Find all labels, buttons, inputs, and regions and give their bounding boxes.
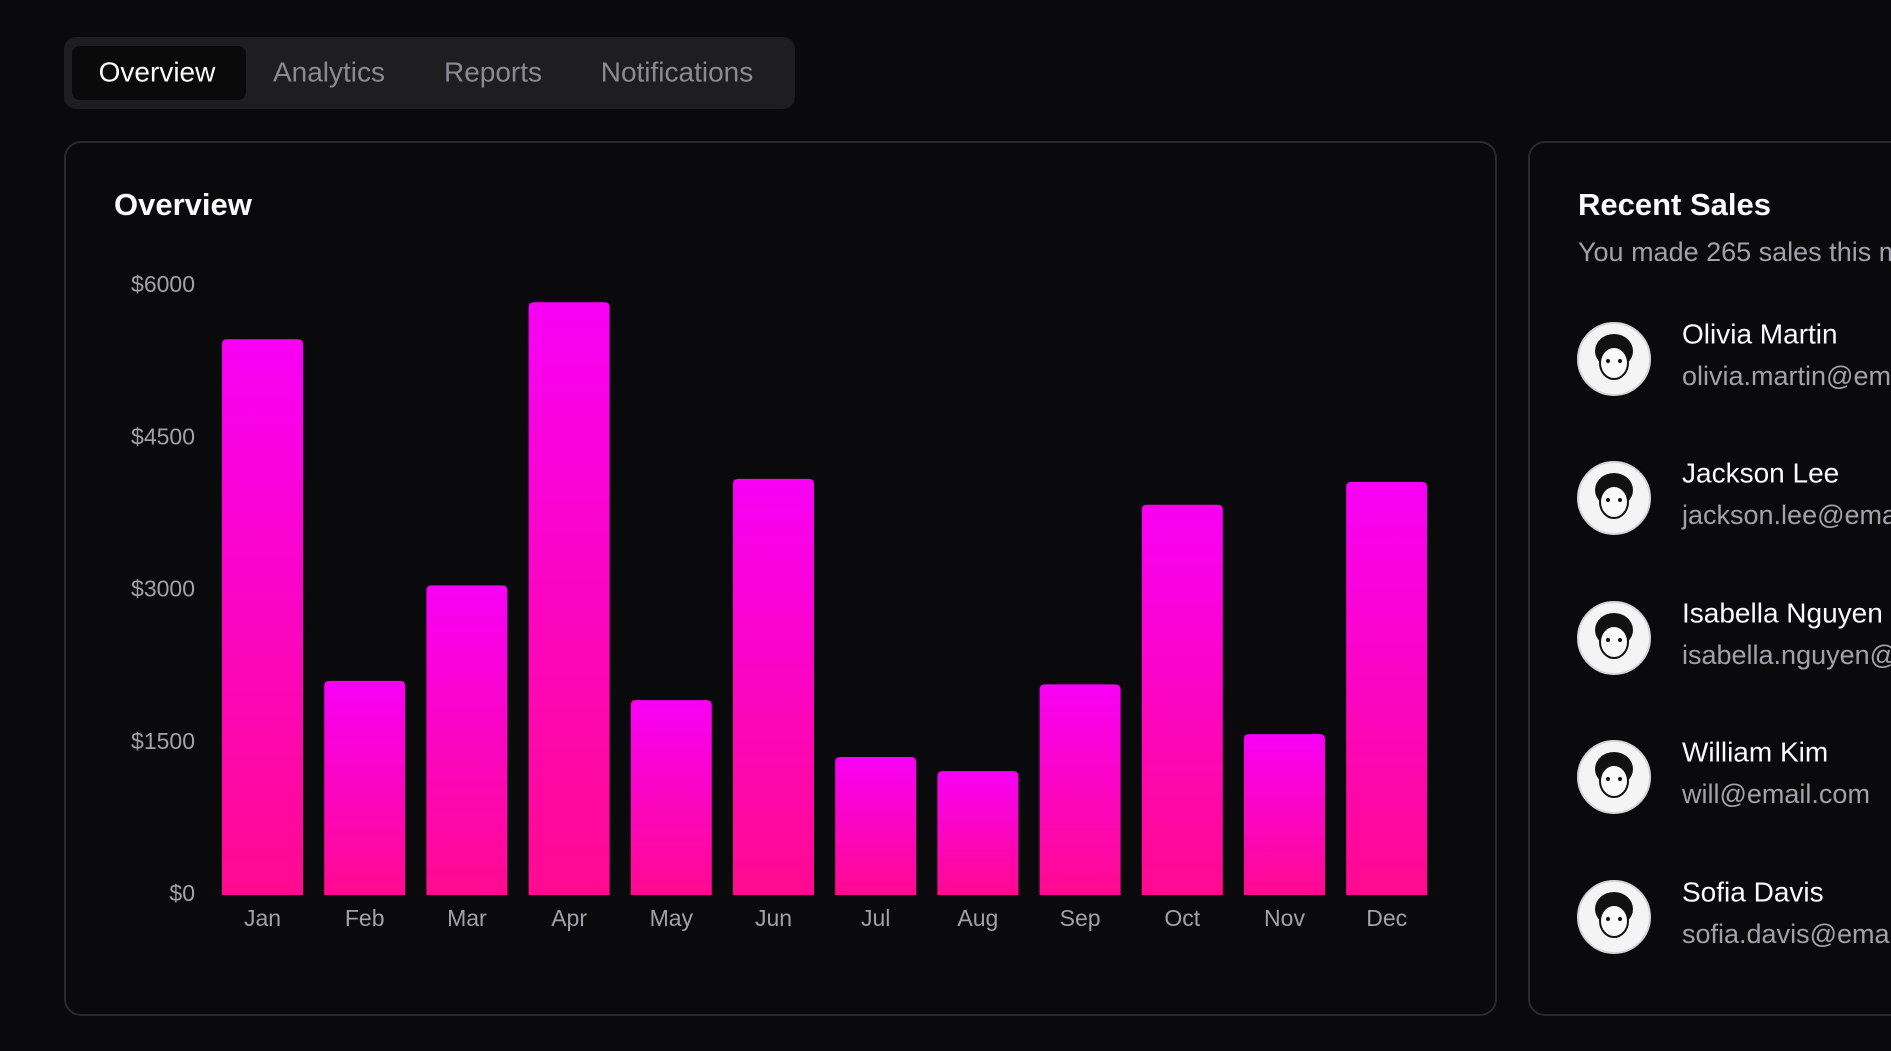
avatar-eye xyxy=(1606,498,1610,502)
x-tick-label: Apr xyxy=(551,905,587,931)
bar xyxy=(528,302,610,895)
x-tick-label: Jul xyxy=(861,905,890,931)
x-tick-label: Sep xyxy=(1060,905,1101,931)
x-tick-label: Oct xyxy=(1164,905,1200,931)
avatar xyxy=(1577,461,1651,535)
sale-name: Jackson Lee xyxy=(1682,457,1839,488)
sale-name: Olivia Martin xyxy=(1682,318,1838,349)
avatar-eye xyxy=(1606,359,1610,363)
avatar-eye xyxy=(1618,917,1622,921)
y-tick-label: $4500 xyxy=(131,423,195,449)
bar xyxy=(426,585,508,895)
x-tick-label: May xyxy=(650,905,694,931)
avatar-eye xyxy=(1606,917,1610,921)
bar xyxy=(1244,734,1325,895)
x-tick-label: Nov xyxy=(1264,905,1305,931)
tab[interactable]: Overview xyxy=(99,56,216,87)
tab[interactable]: Notifications xyxy=(601,56,754,87)
recent-sales-title: Recent Sales xyxy=(1578,187,1771,222)
chart-title: Overview xyxy=(114,187,253,222)
bar xyxy=(630,700,712,895)
avatar-face xyxy=(1599,764,1629,798)
bar xyxy=(937,771,1019,895)
sale-email: olivia.martin@email.com xyxy=(1682,361,1891,391)
avatar xyxy=(1577,322,1651,396)
bar xyxy=(835,756,917,895)
bar xyxy=(1346,481,1428,895)
x-tick-label: Jun xyxy=(755,905,792,931)
y-tick-label: $6000 xyxy=(131,271,195,297)
bar xyxy=(1141,504,1223,895)
avatar-face xyxy=(1599,904,1629,938)
y-tick-label: $0 xyxy=(169,880,195,906)
sale-email: jackson.lee@email.com xyxy=(1681,500,1891,530)
active-tab xyxy=(72,46,246,100)
x-tick-label: Dec xyxy=(1366,905,1407,931)
sale-email: isabella.nguyen@email.com xyxy=(1682,640,1891,670)
bar xyxy=(1039,684,1121,895)
tab[interactable]: Reports xyxy=(444,56,542,87)
y-tick-label: $1500 xyxy=(131,728,195,754)
sale-name: Sofia Davis xyxy=(1682,876,1824,907)
tab[interactable]: Analytics xyxy=(273,56,385,87)
avatar-face xyxy=(1599,346,1629,380)
sale-name: Isabella Nguyen xyxy=(1682,597,1883,628)
avatar-eye xyxy=(1618,777,1622,781)
bar xyxy=(733,478,814,895)
sale-email: sofia.davis@email.com xyxy=(1682,919,1891,949)
avatar-face xyxy=(1599,625,1629,659)
avatar-face xyxy=(1599,485,1629,519)
x-tick-label: Feb xyxy=(345,905,385,931)
sale-email: will@email.com xyxy=(1681,779,1870,809)
avatar xyxy=(1577,740,1651,814)
tab-bar xyxy=(64,37,795,109)
avatar-eye xyxy=(1606,777,1610,781)
x-tick-label: Jan xyxy=(244,905,281,931)
avatar-eye xyxy=(1618,359,1622,363)
x-tick-label: Aug xyxy=(957,905,998,931)
x-tick-label: Mar xyxy=(447,905,487,931)
bar xyxy=(222,339,303,896)
avatar xyxy=(1577,601,1651,675)
sale-name: William Kim xyxy=(1682,736,1828,767)
y-tick-label: $3000 xyxy=(131,576,195,602)
avatar-eye xyxy=(1618,498,1622,502)
bar xyxy=(324,680,406,895)
avatar-eye xyxy=(1618,638,1622,642)
avatar xyxy=(1577,880,1651,954)
recent-sales-subtitle: You made 265 sales this month. xyxy=(1578,237,1891,267)
avatar-eye xyxy=(1606,638,1610,642)
